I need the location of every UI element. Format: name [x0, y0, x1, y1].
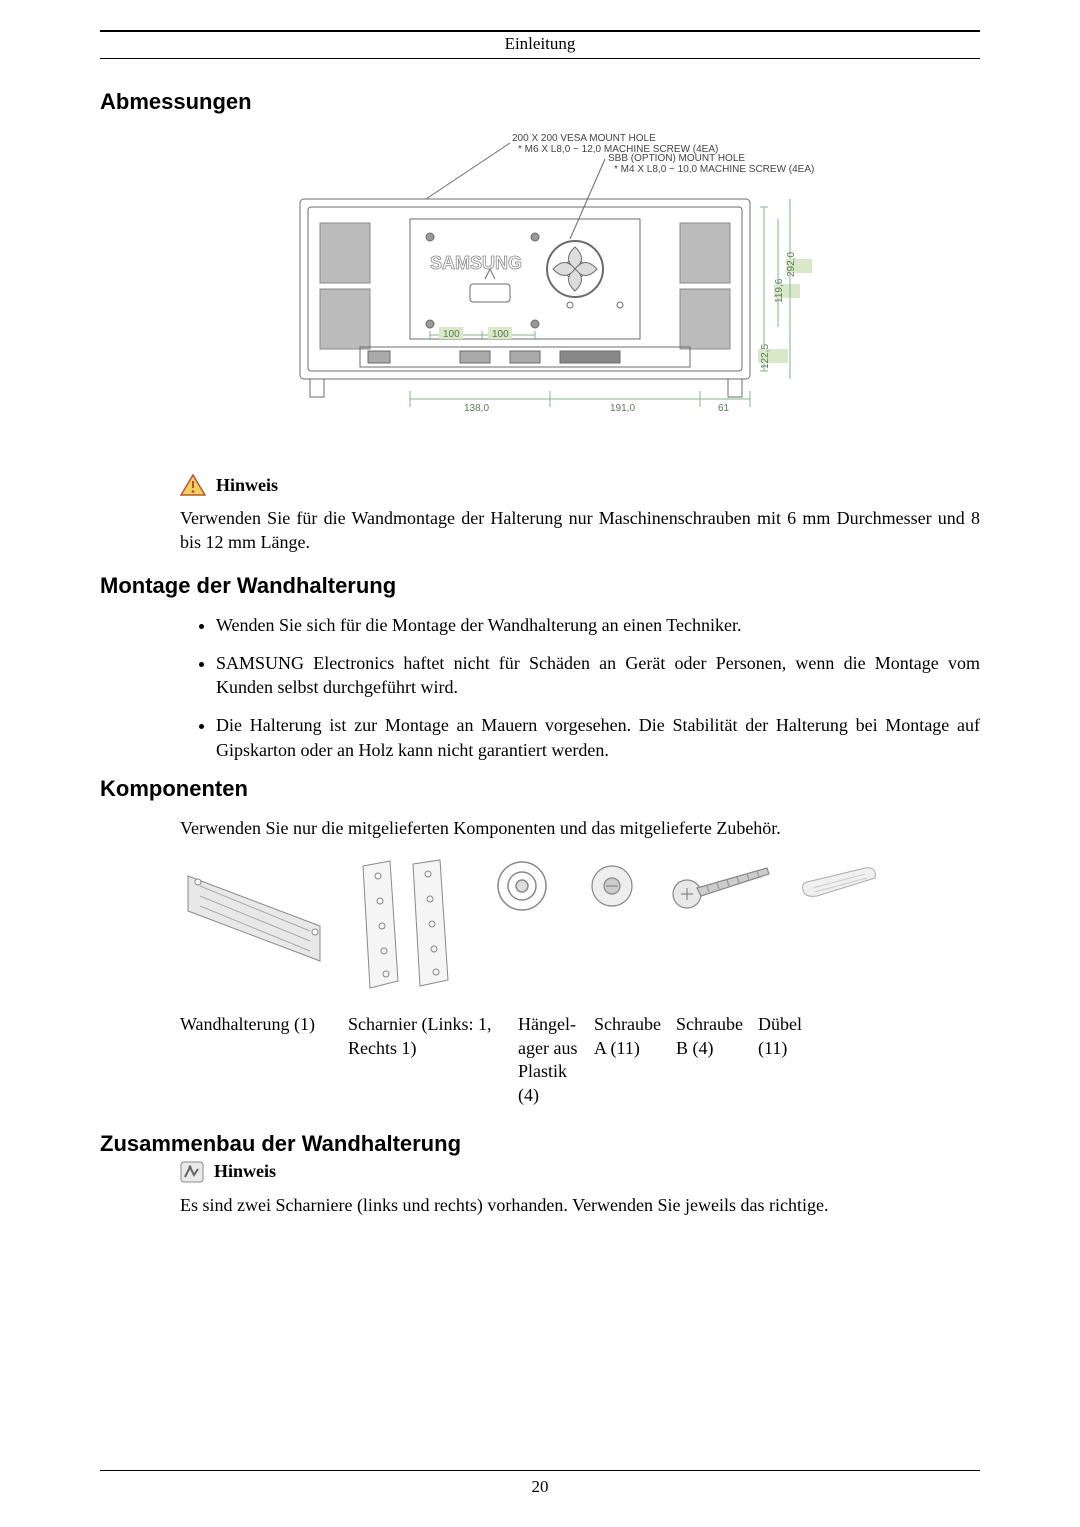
footer-rule — [100, 1470, 980, 1471]
zusammenbau-text: Es sind zwei Scharniere (links und recht… — [180, 1193, 980, 1217]
comp-label-3a: Hängel- — [518, 1014, 576, 1034]
component-schraube-b-icon — [667, 856, 775, 916]
hinweis-warn-text: Verwenden Sie für die Wandmontage der Ha… — [180, 506, 980, 555]
page-number: 20 — [100, 1477, 980, 1497]
comp-label-3d: (4) — [518, 1085, 539, 1105]
comp-label-6a: Dübel — [758, 1014, 802, 1034]
dim-100a: 100 — [443, 329, 460, 340]
comp-label-5a: Schraube — [676, 1014, 743, 1034]
heading-montage: Montage der Wandhalterung — [100, 573, 980, 599]
dim-100b: 100 — [492, 329, 509, 340]
component-scharnier-icon — [348, 856, 468, 996]
header-rule-bottom — [100, 58, 980, 59]
component-duebel-icon — [795, 856, 883, 916]
note-icon — [180, 1161, 204, 1183]
dim-138: 138,0 — [464, 403, 489, 414]
warning-icon — [180, 474, 206, 496]
hinweis-note-label: Hinweis — [214, 1161, 276, 1181]
montage-item-3: Die Halterung ist zur Montage an Mauern … — [216, 713, 980, 762]
dimensions-diagram: SAMSUNG — [100, 129, 980, 434]
komponenten-text: Verwenden Sie nur die mitgelieferten Kom… — [180, 816, 980, 840]
hinweis-note-row: Hinweis — [180, 1161, 980, 1183]
component-schraube-a-icon — [577, 856, 647, 916]
dimensions-svg: SAMSUNG — [260, 129, 820, 429]
components-labels-row: Wandhalterung (1) Scharnier (Links: 1, R… — [180, 1013, 980, 1107]
sbb-label: SBB (OPTION) MOUNT HOLE — [608, 153, 745, 164]
heading-abmessungen: Abmessungen — [100, 89, 980, 115]
component-wandhalterung-icon — [180, 856, 330, 976]
hinweis-warn-label: Hinweis — [216, 475, 278, 495]
header-rule-top — [100, 30, 980, 32]
page-footer: 20 — [100, 1470, 980, 1497]
page-header: Einleitung — [100, 30, 980, 59]
dim-1196: 119,6 — [774, 278, 785, 303]
comp-label-3b: ager aus — [518, 1038, 577, 1058]
montage-list: Wenden Sie sich für die Montage der Wand… — [180, 613, 980, 762]
sbb-sub: * M4 X L8,0 ~ 10,0 MACHINE SCREW (4EA) — [614, 164, 814, 175]
heading-zusammenbau: Zusammenbau der Wandhalterung — [100, 1131, 980, 1157]
comp-label-4b: A (11) — [594, 1038, 640, 1058]
dim-1225: 122,5 — [760, 344, 771, 369]
hinweis-warning-row: Hinweis — [180, 474, 980, 496]
comp-label-6b: (11) — [758, 1038, 787, 1058]
component-haengelager-icon — [487, 856, 557, 916]
dim-2920: 292,0 — [786, 252, 797, 277]
comp-label-1: Wandhalterung (1) — [180, 1013, 348, 1107]
comp-label-4a: Schraube — [594, 1014, 661, 1034]
comp-label-5b: B (4) — [676, 1038, 714, 1058]
dim-191: 191,0 — [610, 403, 635, 414]
vesa-label: 200 X 200 VESA MOUNT HOLE — [512, 133, 656, 144]
diagram-samsung-text: SAMSUNG — [430, 253, 522, 273]
heading-komponenten: Komponenten — [100, 776, 980, 802]
montage-item-1: Wenden Sie sich für die Montage der Wand… — [216, 613, 980, 637]
components-images-row — [180, 856, 980, 1001]
comp-label-3c: Plastik — [518, 1061, 567, 1081]
dim-61: 61 — [718, 403, 730, 414]
comp-label-2: Scharnier (Links: 1, Rechts 1) — [348, 1014, 491, 1057]
header-title: Einleitung — [100, 34, 980, 54]
montage-item-2: SAMSUNG Electronics haftet nicht für Sch… — [216, 651, 980, 700]
